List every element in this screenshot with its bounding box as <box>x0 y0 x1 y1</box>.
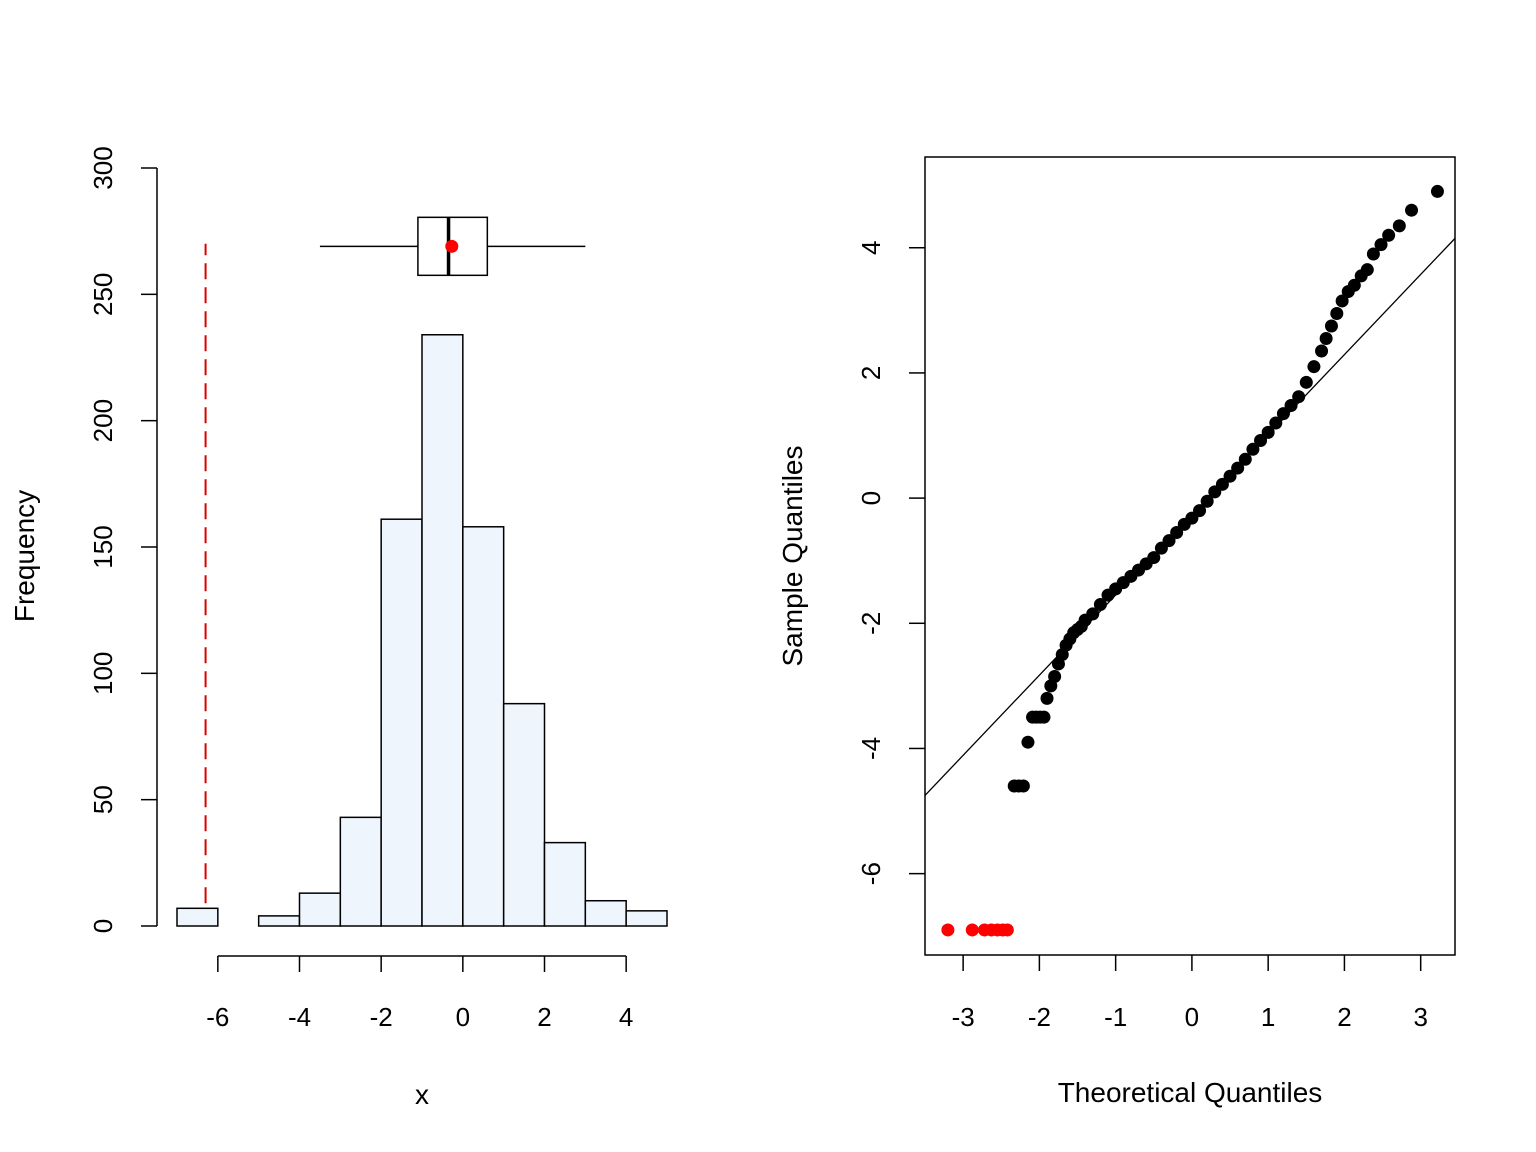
qq-outlier-points <box>941 923 1014 937</box>
qq-point <box>1347 278 1361 292</box>
qq-point <box>1269 416 1283 430</box>
histogram-y-tick-label: 200 <box>88 399 118 442</box>
qq-point <box>1037 710 1051 724</box>
qq-y-axis: -6 -4 -2 0 2 4 <box>856 241 925 885</box>
histogram-bar-0 <box>176 907 219 927</box>
histogram-panel: 0 50 100 150 200 250 300 -6 -4 -2 0 2 4 x Frequency <box>9 146 668 1110</box>
qq-point <box>1319 332 1333 346</box>
histogram-y-tick-label: 150 <box>88 525 118 568</box>
qq-plot-panel: -6 -4 -2 0 2 4 -3 -2 -1 0 1 2 3 Theoretical Quantil… <box>777 156 1456 1108</box>
histogram-bars <box>176 334 668 927</box>
qq-point <box>1276 407 1290 421</box>
qq-point <box>1335 294 1349 308</box>
qq-y-tick-label: -2 <box>856 612 886 635</box>
qq-plot-frame <box>924 156 1456 956</box>
qq-point <box>1392 219 1406 233</box>
qq-point <box>1016 779 1030 793</box>
qq-point <box>1382 228 1396 242</box>
qq-x-tick-label: -1 <box>1104 1002 1127 1032</box>
qq-point <box>1238 452 1252 466</box>
qq-x-tick-label: 3 <box>1413 1002 1427 1032</box>
qq-y-tick-label: -4 <box>856 737 886 760</box>
qq-points <box>1007 184 1444 793</box>
boxplot-mean-point <box>445 239 459 253</box>
histogram-bar-2 <box>257 915 301 927</box>
histogram-x-axis: -6 -4 -2 0 2 4 <box>206 955 633 1032</box>
histogram-y-tick-label: 250 <box>88 273 118 316</box>
qq-x-tick-label: 2 <box>1337 1002 1351 1032</box>
qq-point <box>1430 184 1444 198</box>
qq-outlier-point <box>1000 923 1014 937</box>
qq-outlier-point <box>965 923 979 937</box>
qq-point <box>1307 360 1321 374</box>
qq-point <box>1231 461 1245 475</box>
qq-x-tick-label: 1 <box>1261 1002 1275 1032</box>
qq-point <box>1315 344 1329 358</box>
qq-x-axis-title: Theoretical Quantiles <box>1058 1077 1323 1108</box>
qq-point <box>1360 263 1374 277</box>
qq-point <box>1040 691 1054 705</box>
qq-x-tick-label: -3 <box>952 1002 975 1032</box>
qq-point <box>1170 526 1184 540</box>
histogram-bar-7 <box>462 526 505 927</box>
histogram-x-axis-title: x <box>415 1079 429 1110</box>
qq-point <box>1093 598 1107 612</box>
histogram-x-tick-label: -2 <box>370 1002 393 1032</box>
histogram-bar-8 <box>502 702 546 927</box>
histogram-y-tick-label: 50 <box>88 785 118 814</box>
histogram-x-tick-label: 0 <box>456 1002 470 1032</box>
qq-point <box>1200 494 1214 508</box>
qq-point <box>1086 607 1100 621</box>
qq-point <box>1299 375 1313 389</box>
qq-point <box>1261 425 1275 439</box>
histogram-bar-11 <box>625 910 668 927</box>
qq-point <box>1223 469 1237 483</box>
qq-point <box>1366 247 1380 261</box>
histogram-x-tick-label: 4 <box>619 1002 633 1032</box>
histogram-x-tick-label: 2 <box>537 1002 551 1032</box>
qq-y-tick-label: -6 <box>856 862 886 885</box>
qq-point <box>1215 477 1229 491</box>
histogram-bar-10 <box>584 899 627 927</box>
qq-point <box>1246 442 1260 456</box>
histogram-bar-5 <box>380 518 423 927</box>
histogram-x-tick-label: -4 <box>288 1002 311 1032</box>
histogram-bar-4 <box>339 816 382 927</box>
qq-y-tick-label: 4 <box>856 241 886 255</box>
histogram-bar-9 <box>543 841 587 927</box>
qq-point <box>1330 306 1344 320</box>
histogram-y-tick-label: 300 <box>88 146 118 189</box>
qq-y-tick-label: 2 <box>856 366 886 380</box>
qq-point <box>1284 398 1298 412</box>
qq-y-tick-label: 0 <box>856 491 886 505</box>
histogram-y-tick-label: 0 <box>88 919 118 933</box>
boxplot-box <box>417 216 489 277</box>
qq-point <box>1405 203 1419 217</box>
qq-point <box>1254 434 1268 448</box>
histogram-y-tick-label: 100 <box>88 652 118 695</box>
qq-point <box>1292 390 1306 404</box>
histogram-y-axis-title: Frequency <box>9 490 40 622</box>
qq-point <box>1021 735 1035 749</box>
histogram-x-tick-label: -6 <box>206 1002 229 1032</box>
qq-outlier-point <box>941 923 955 937</box>
qq-point <box>1147 551 1161 565</box>
qq-point <box>1048 669 1062 683</box>
qq-point <box>1162 534 1176 548</box>
histogram-bar-3 <box>298 892 342 927</box>
qq-point <box>1374 238 1388 252</box>
histogram-bar-6 <box>421 334 464 927</box>
histogram-boxplot <box>319 216 586 277</box>
histogram-y-axis: 0 50 100 150 200 250 300 <box>88 146 158 933</box>
qq-x-tick-label: -2 <box>1028 1002 1051 1032</box>
qq-x-axis: -3 -2 -1 0 1 2 3 <box>952 955 1428 1032</box>
qq-point <box>1324 319 1338 333</box>
qq-point <box>1193 504 1207 518</box>
qq-y-axis-title: Sample Quantiles <box>777 445 808 666</box>
qq-x-tick-label: 0 <box>1185 1002 1199 1032</box>
